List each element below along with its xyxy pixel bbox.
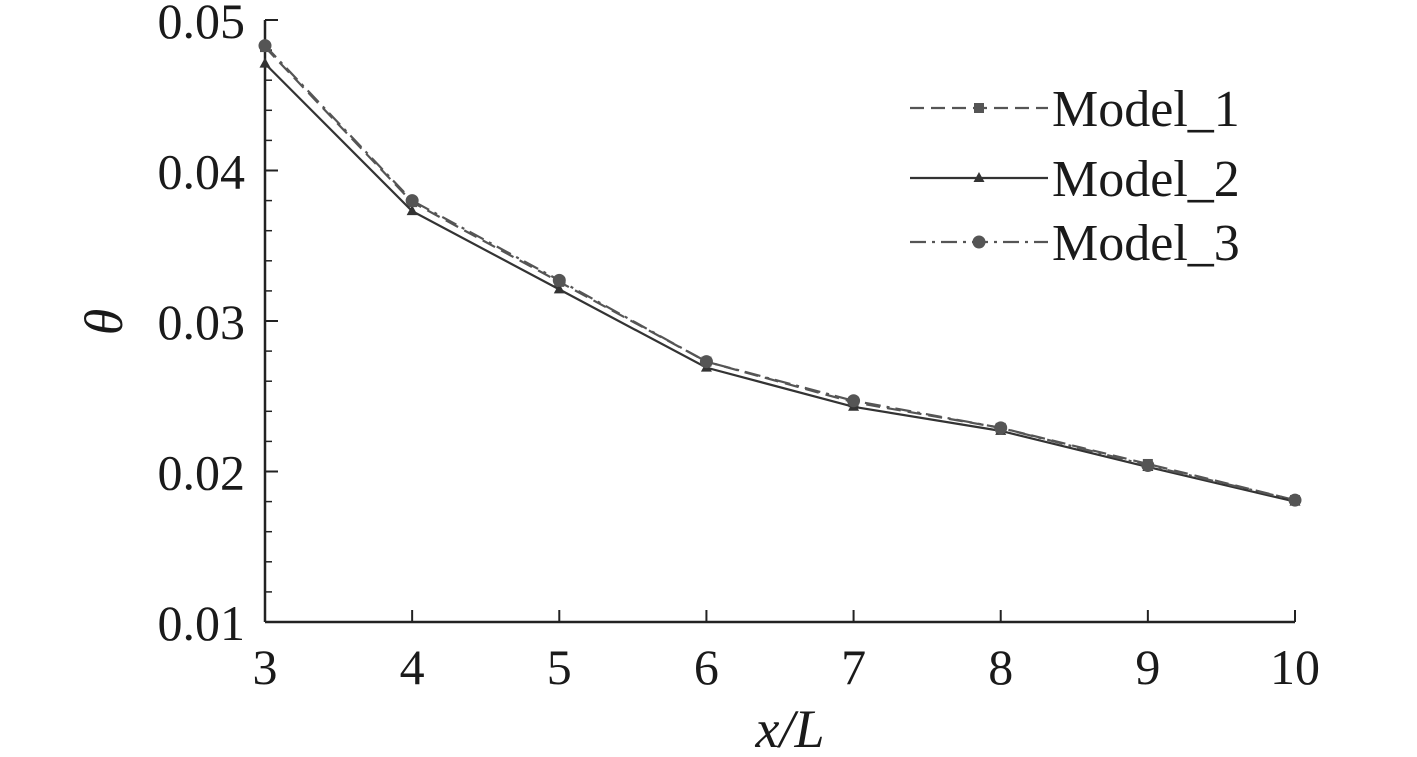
- x-tick-label: 9: [1135, 639, 1160, 695]
- y-tick-label: 0.03: [158, 294, 246, 350]
- legend-marker: [974, 103, 984, 113]
- y-tick-label: 0.05: [158, 0, 246, 49]
- legend-marker: [973, 172, 985, 182]
- y-axis-title: θ: [74, 309, 134, 336]
- series-line: [264, 44, 1296, 502]
- legend-label: Model_2: [1052, 151, 1240, 208]
- x-tick-label: 7: [841, 639, 866, 695]
- x-tick-label: 6: [694, 639, 719, 695]
- data-point-marker: [406, 205, 418, 216]
- data-point-marker: [1288, 493, 1302, 507]
- x-axis-title: x/L: [754, 699, 824, 757]
- legend-marker: [972, 235, 986, 249]
- ticks: 3 4 5 6 7 8 9 10 0.01 0.02 0.03 0.04 0.05: [158, 0, 1321, 695]
- data-point-marker: [847, 394, 861, 408]
- series-line: [264, 62, 1296, 503]
- series-line: [264, 46, 1296, 502]
- x-tick-label: 3: [253, 639, 278, 695]
- data-point-marker: [405, 194, 419, 208]
- data-point-marker: [258, 39, 272, 53]
- legend: Model_1 Model_2 Model_3: [910, 81, 1240, 272]
- data-point-marker: [259, 57, 271, 68]
- data-point-marker: [994, 421, 1008, 435]
- x-tick-label: 8: [988, 639, 1013, 695]
- x-tick-label: 5: [547, 639, 572, 695]
- y-tick-label: 0.02: [158, 445, 246, 501]
- x-tick-label: 10: [1270, 639, 1320, 695]
- y-tick-label: 0.04: [158, 144, 246, 200]
- data-point-marker: [699, 355, 713, 369]
- data-point-marker: [1141, 458, 1155, 472]
- legend-item-model-1: Model_1: [910, 81, 1240, 138]
- legend-label: Model_1: [1052, 81, 1240, 138]
- y-tick-label: 0.01: [158, 595, 246, 651]
- data-point-marker: [553, 283, 565, 294]
- series-group: [258, 39, 1302, 507]
- x-tick-label: 4: [400, 639, 425, 695]
- legend-item-model-2: Model_2: [910, 151, 1240, 208]
- series-model-3: [258, 39, 1302, 507]
- legend-item-model-3: Model_3: [910, 215, 1240, 272]
- legend-label: Model_3: [1052, 215, 1240, 272]
- data-point-marker: [552, 273, 566, 287]
